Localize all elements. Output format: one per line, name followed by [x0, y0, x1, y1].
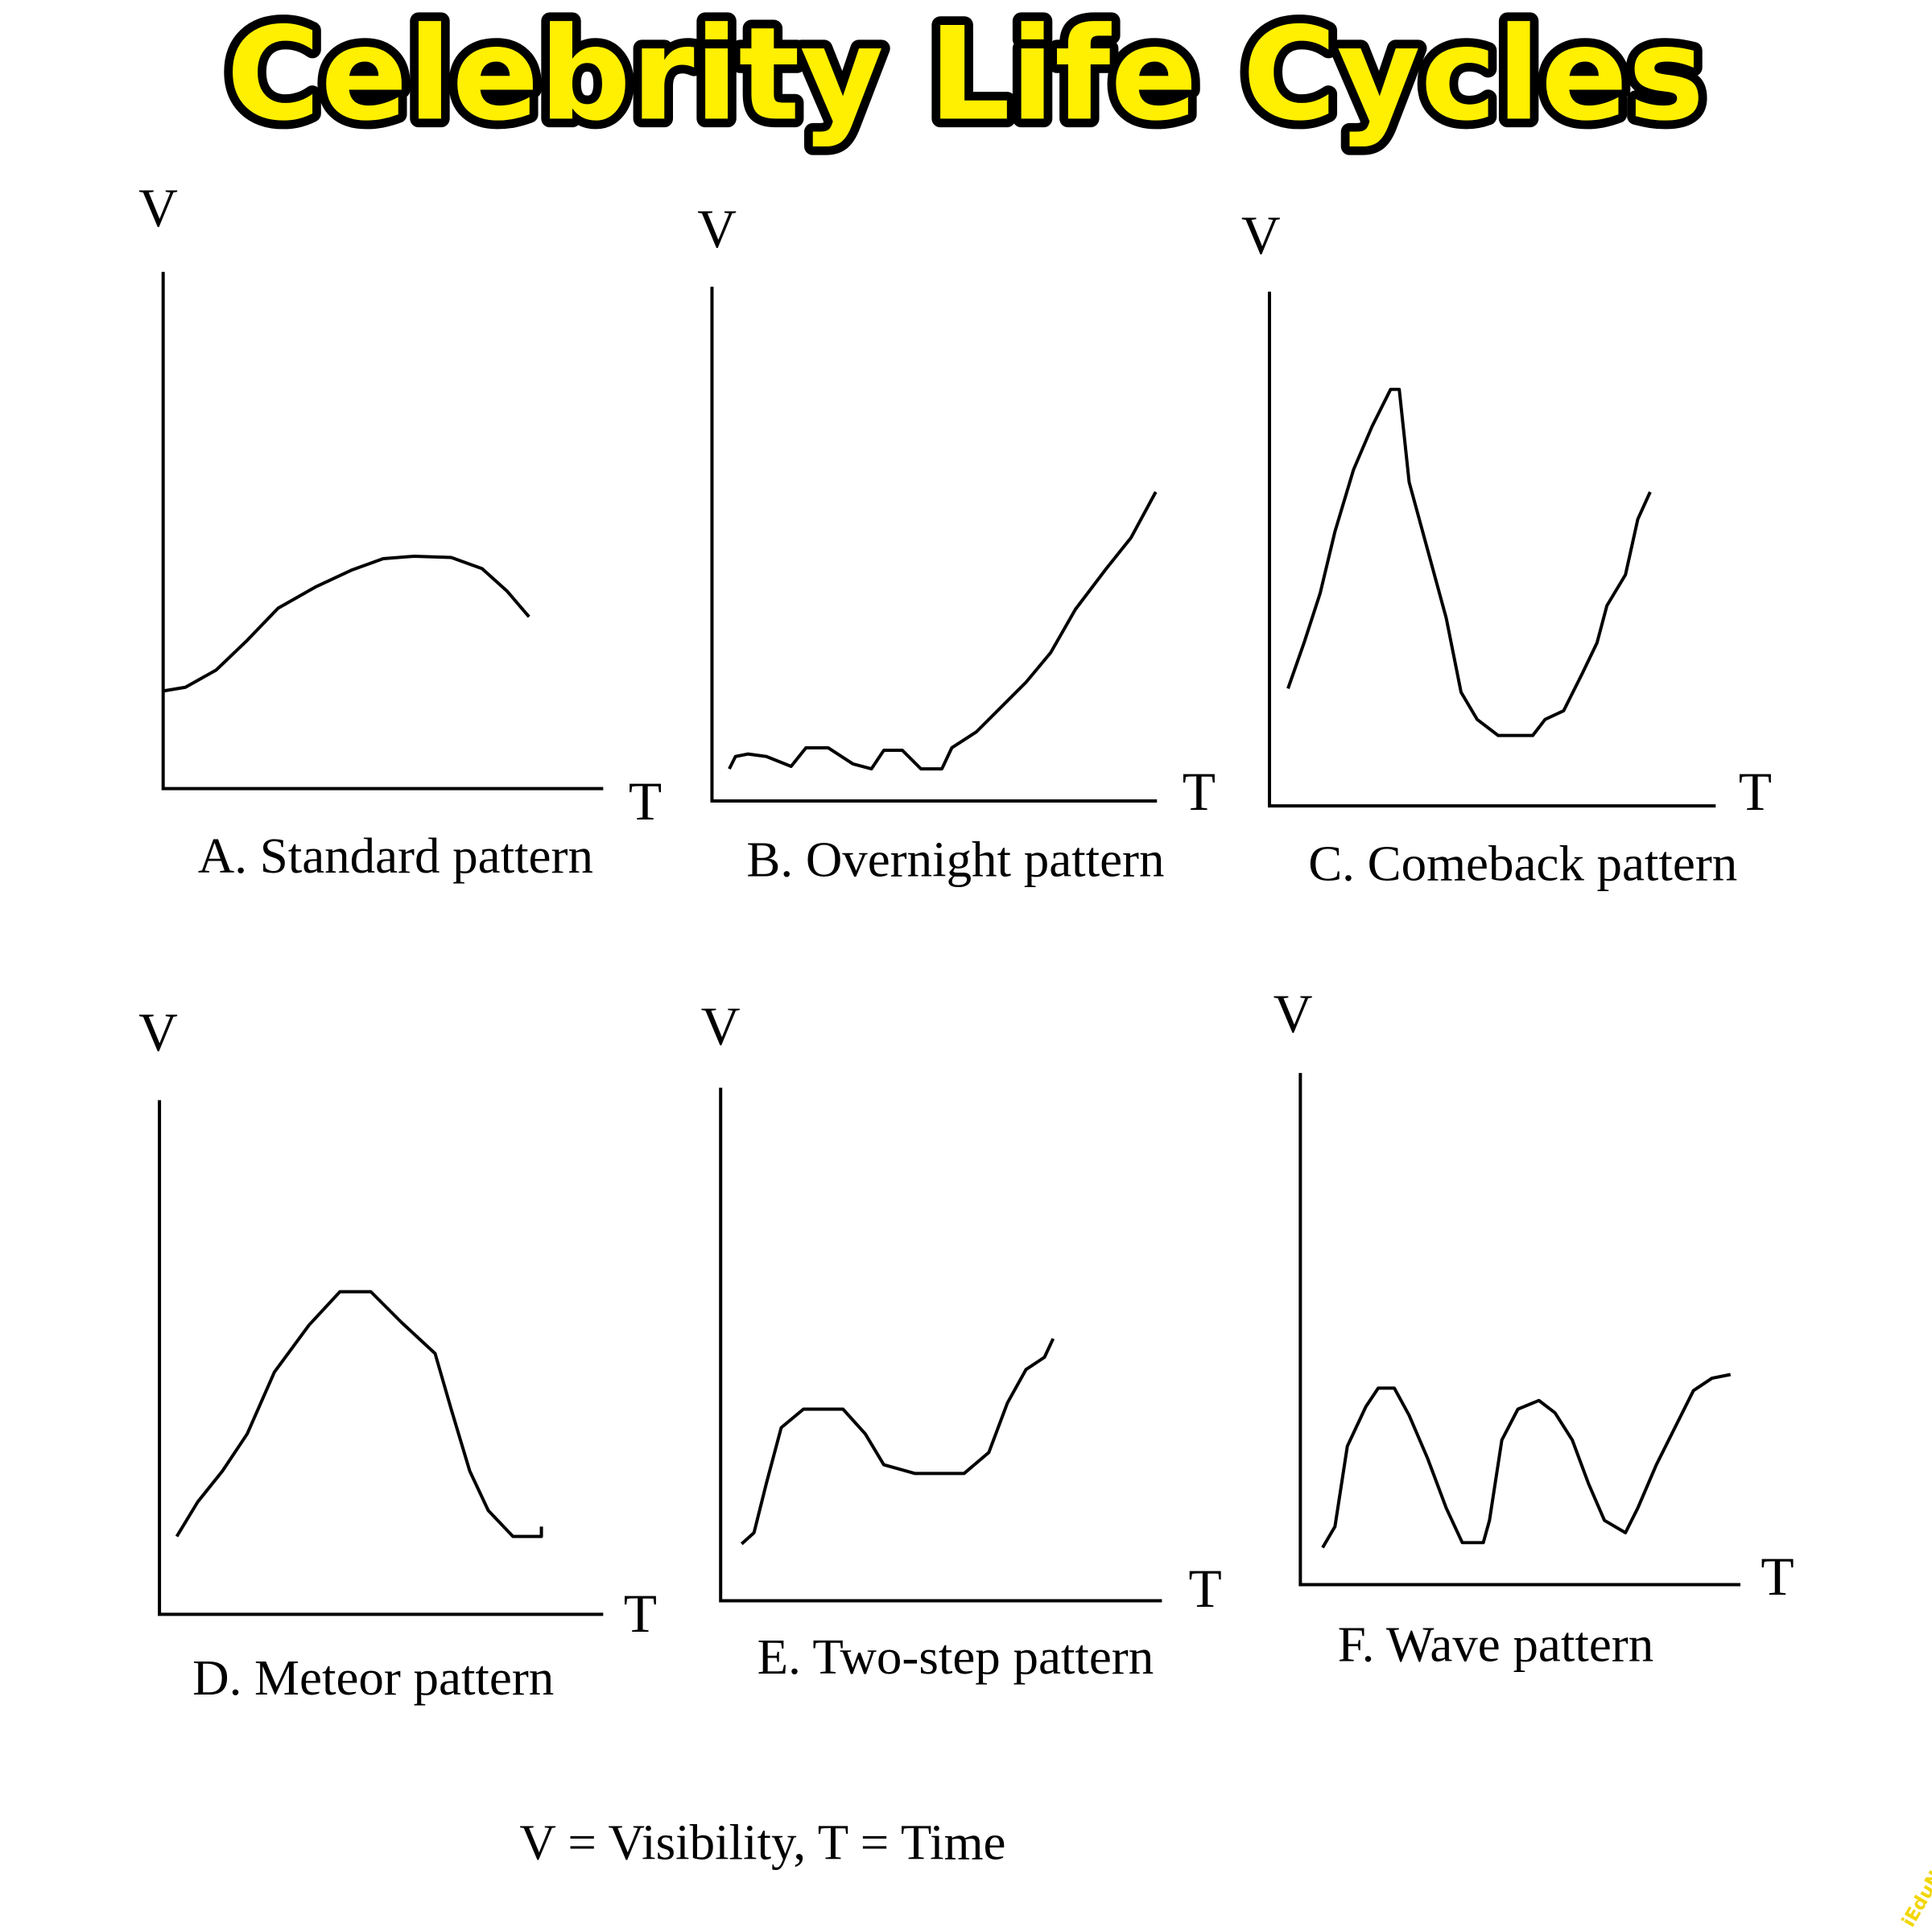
caption: E. Two-step pattern: [758, 1629, 1154, 1685]
panel-f: V T F. Wave pattern: [1274, 984, 1794, 1673]
title: Celebrity Life Cycles: [226, 0, 1704, 149]
curve: [740, 1338, 1055, 1546]
caption: B. Overnight pattern: [746, 832, 1164, 888]
axes: [161, 271, 604, 791]
curve: [728, 491, 1158, 771]
y-label: V: [1274, 984, 1313, 1044]
y-label: V: [697, 199, 737, 259]
watermark: iEduNote: [1898, 1838, 1932, 1930]
x-label: T: [624, 1583, 657, 1644]
panel-b: V T B. Overnight pattern: [697, 199, 1216, 888]
y-label: V: [701, 997, 741, 1057]
panel-e: V T E. Two-step pattern: [701, 997, 1222, 1686]
caption: F. Wave pattern: [1338, 1616, 1653, 1673]
x-label: T: [1739, 762, 1772, 822]
curve: [1321, 1373, 1732, 1549]
y-label: V: [138, 178, 178, 238]
x-label: T: [1183, 762, 1216, 822]
axes: [719, 1088, 1162, 1603]
curve: [1286, 387, 1652, 737]
axes: [158, 1100, 604, 1616]
curve: [175, 1290, 543, 1538]
axes: [1298, 1072, 1740, 1587]
caption: C. Comeback pattern: [1308, 835, 1737, 891]
axes: [1267, 291, 1716, 808]
panel-c: V T C. Comeback pattern: [1241, 205, 1772, 892]
y-label: V: [1241, 205, 1281, 266]
caption: A. Standard pattern: [198, 828, 593, 884]
legend: V = Visibility, T = Time: [519, 1814, 1005, 1870]
x-label: T: [1761, 1546, 1794, 1607]
panel-a: V T A. Standard pattern: [138, 178, 662, 884]
x-label: T: [1188, 1558, 1221, 1619]
axes: [710, 287, 1158, 803]
caption: D. Meteor pattern: [192, 1649, 554, 1706]
curve: [163, 554, 530, 693]
y-label: V: [138, 1002, 178, 1063]
x-label: T: [629, 771, 662, 832]
panel-d: V T D. Meteor pattern: [138, 1002, 657, 1706]
